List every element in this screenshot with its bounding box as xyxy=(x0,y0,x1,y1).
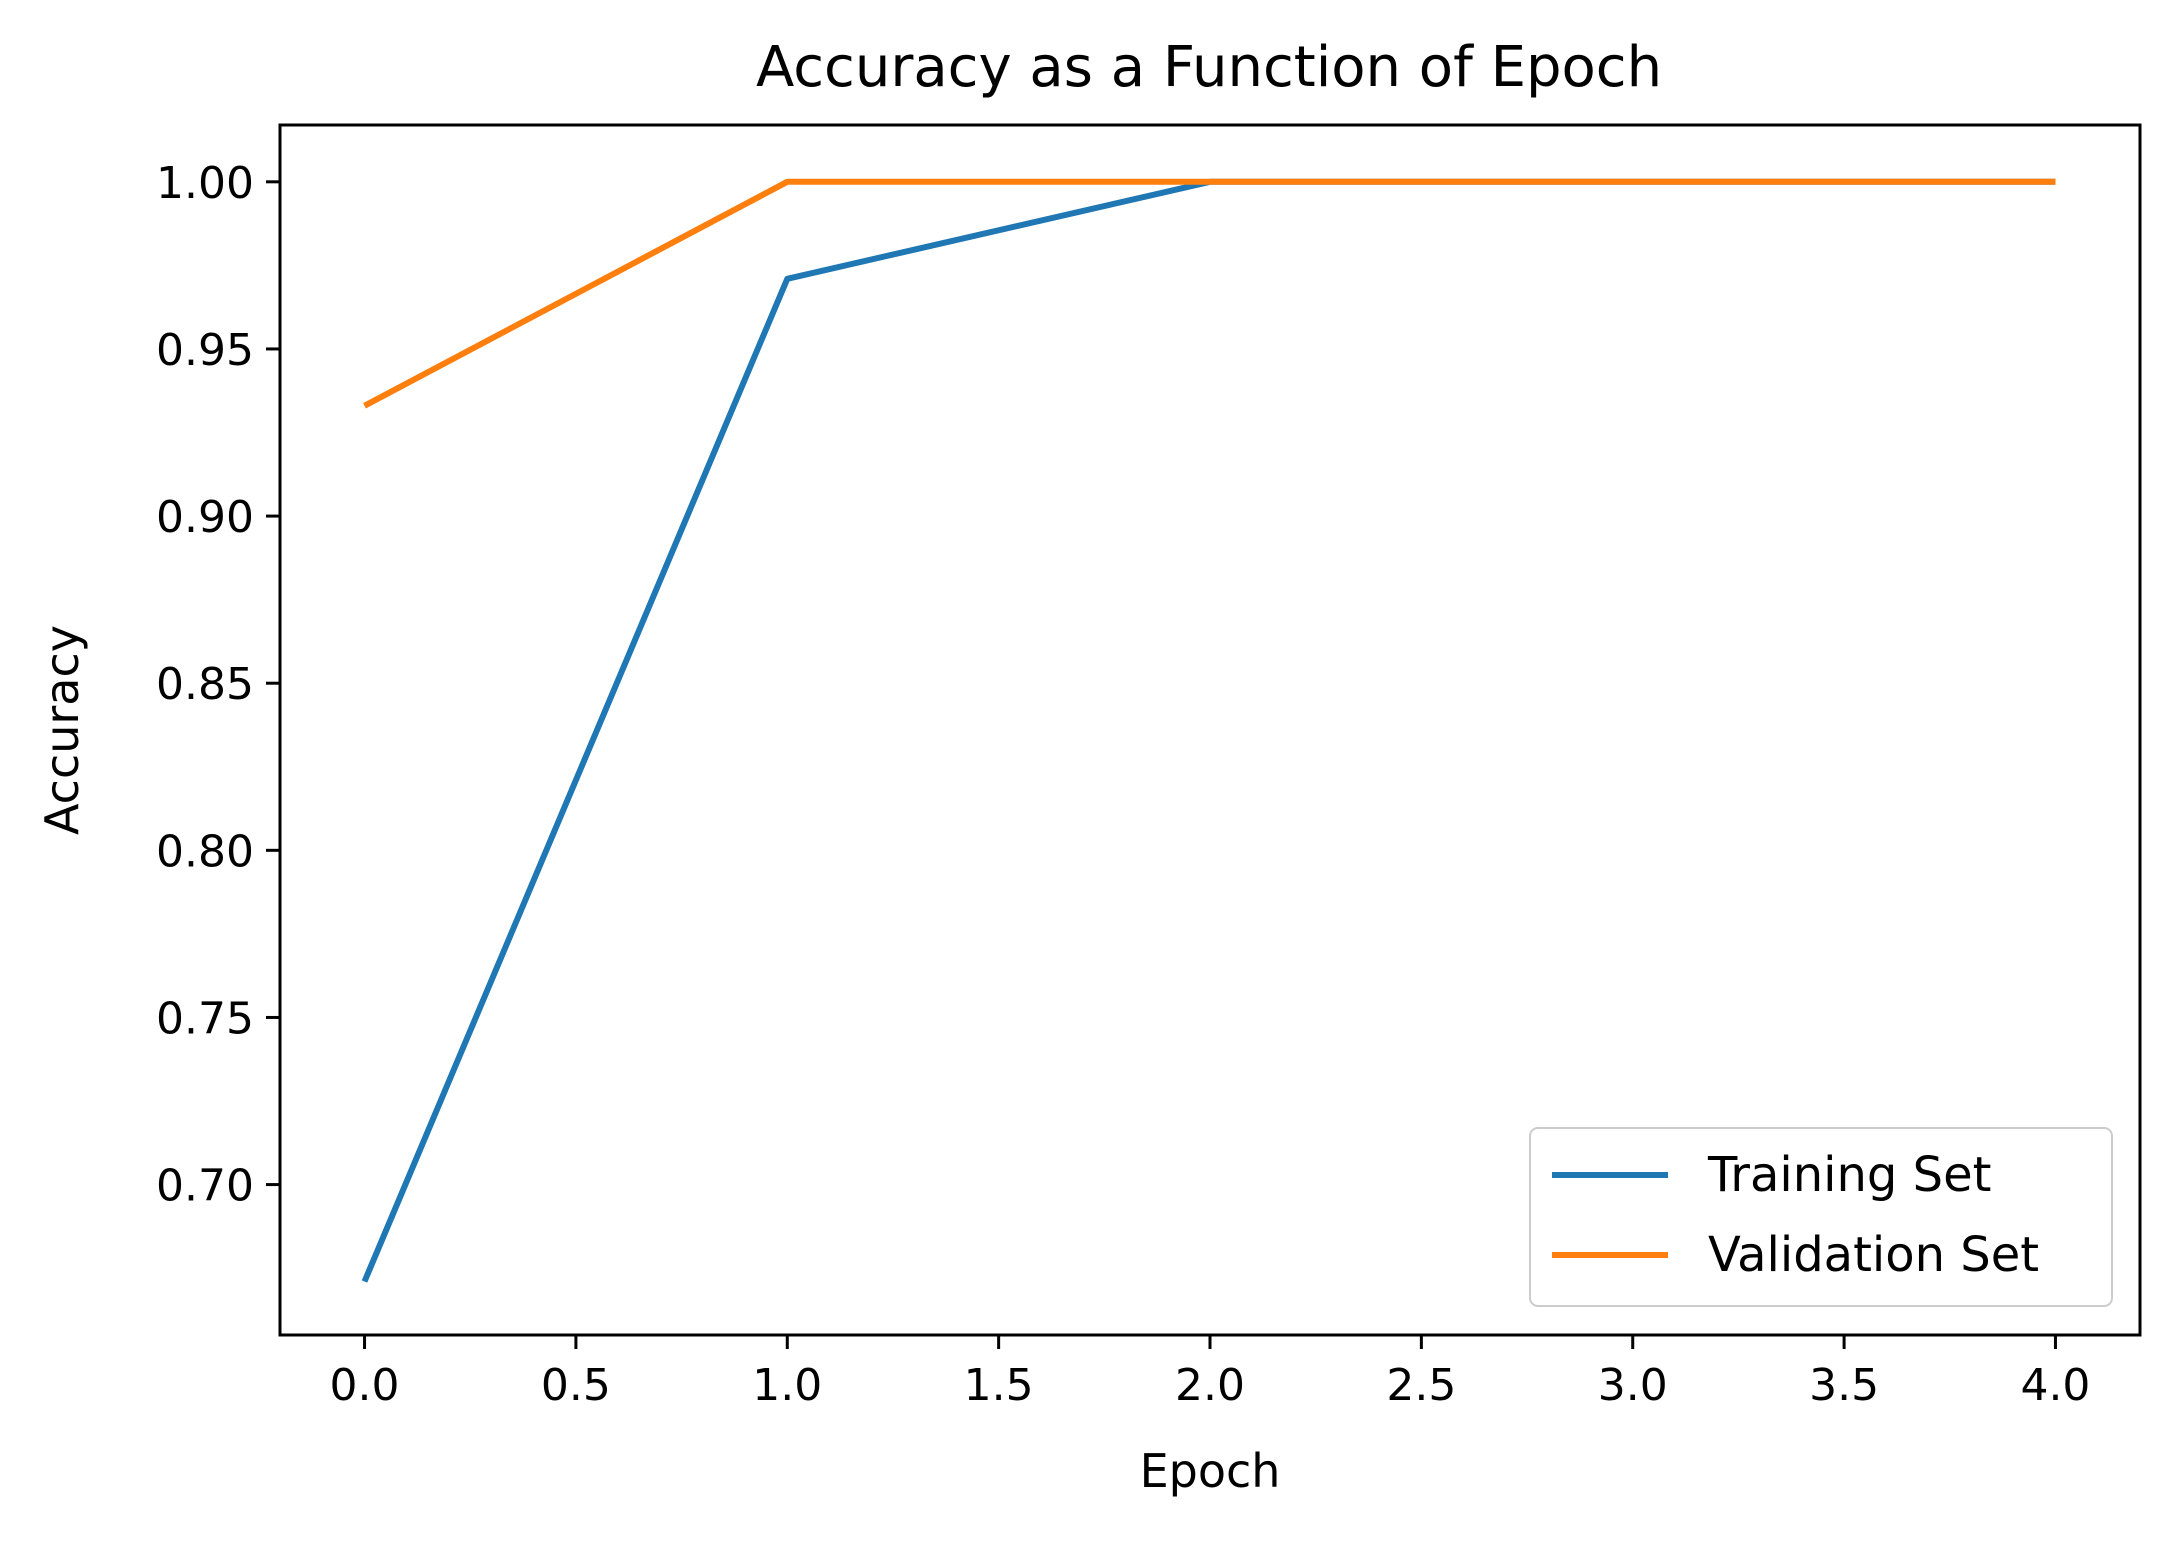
x-axis: 0.0 0.5 1.0 1.5 2.0 2.5 3.0 3.5 4.0 xyxy=(330,1335,2090,1411)
x-tick-label: 1.0 xyxy=(752,1360,822,1411)
x-tick-label: 0.0 xyxy=(330,1360,400,1411)
x-tick-label: 4.0 xyxy=(2020,1360,2090,1411)
chart-title: Accuracy as a Function of Epoch xyxy=(756,35,1662,100)
x-tick-label: 3.5 xyxy=(1809,1360,1879,1411)
y-tick-label: 0.90 xyxy=(156,492,254,543)
legend-label-validation: Validation Set xyxy=(1708,1227,2039,1283)
y-axis-label: Accuracy xyxy=(35,625,89,835)
legend-box xyxy=(1529,1127,2113,1307)
x-tick-label: 2.5 xyxy=(1386,1360,1456,1411)
y-tick-label: 0.75 xyxy=(156,993,254,1044)
y-axis: 0.70 0.75 0.80 0.85 0.90 0.95 1.00 xyxy=(156,158,280,1212)
x-tick-label: 3.0 xyxy=(1598,1360,1668,1411)
x-axis-label: Epoch xyxy=(1140,1444,1281,1498)
x-tick-label: 2.0 xyxy=(1175,1360,1245,1411)
y-tick-label: 0.80 xyxy=(156,826,254,877)
y-tick-label: 1.00 xyxy=(156,158,254,209)
y-tick-label: 0.85 xyxy=(156,659,254,710)
legend-label-training: Training Set xyxy=(1707,1147,1991,1203)
y-tick-label: 0.70 xyxy=(156,1161,254,1212)
plot-area xyxy=(361,178,2056,1283)
y-tick-label: 0.95 xyxy=(156,325,254,376)
x-tick-label: 1.5 xyxy=(964,1360,1034,1411)
x-tick-label: 0.5 xyxy=(541,1360,611,1411)
legend: Training Set Validation Set xyxy=(1529,1127,2113,1307)
